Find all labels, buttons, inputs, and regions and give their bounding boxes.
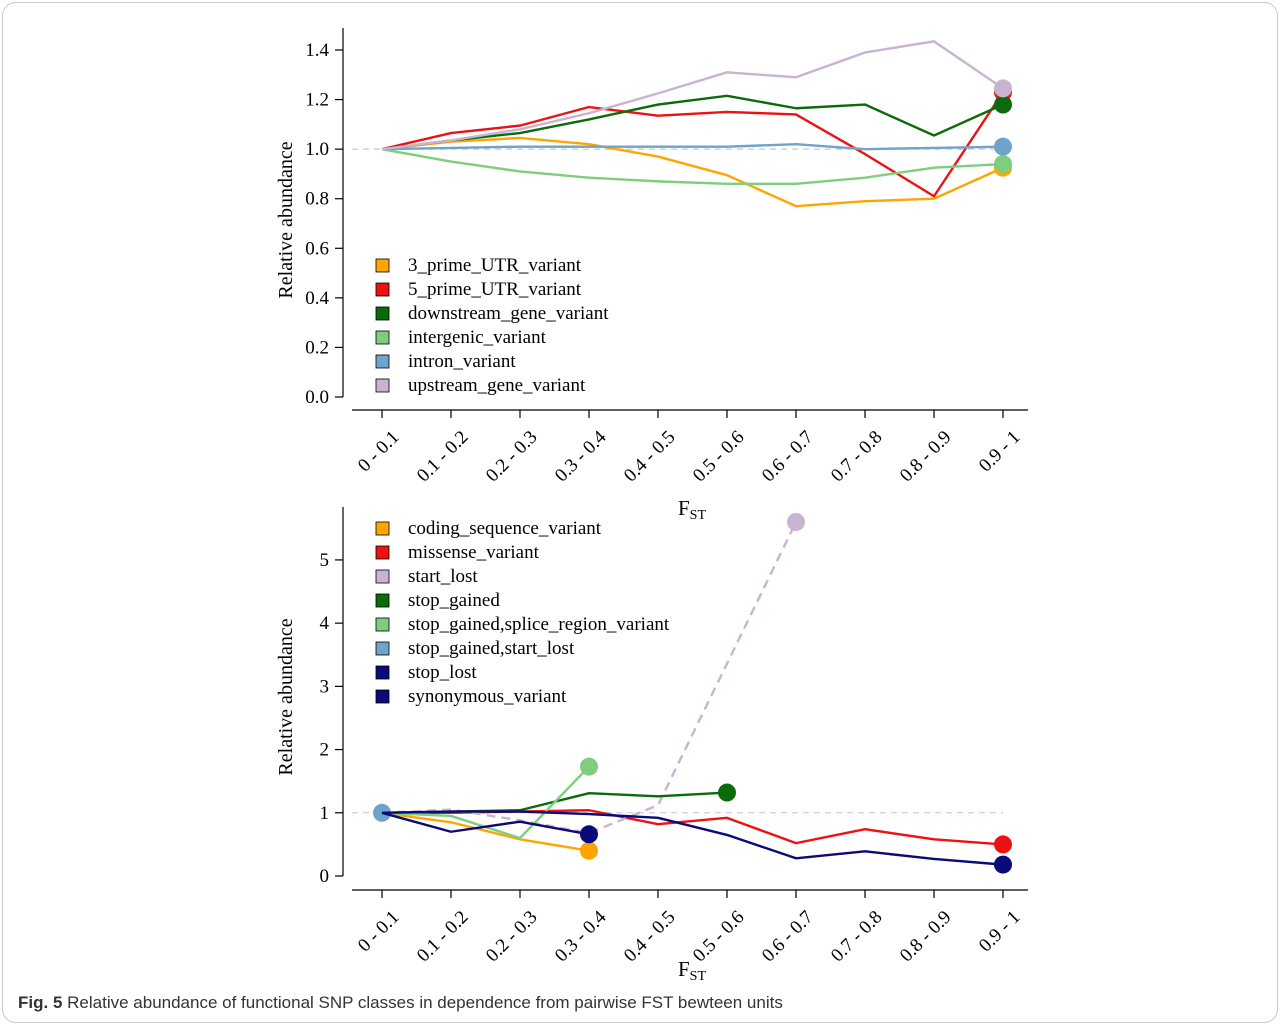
legend-swatch [375,306,390,321]
legend-label: missense_variant [408,542,540,563]
x-tick-label: 0.3 - 0.4 [551,906,611,966]
figure-caption: Fig. 5 Relative abundance of functional … [18,993,1258,1013]
legend-label: coding_sequence_variant [408,518,602,539]
x-tick-label: 0.1 - 0.2 [413,907,473,967]
y-tick-label: 0.2 [305,337,329,358]
legend-label: intergenic_variant [408,327,547,348]
legend-swatch [375,593,390,608]
series-end-point [580,825,598,844]
x-tick-label: 0.5 - 0.6 [689,427,749,487]
x-tick-label: 0.1 - 0.2 [413,427,473,487]
x-axis-label: FST [678,496,706,523]
legend-swatch [375,689,390,704]
y-tick-label: 1.0 [305,139,329,160]
y-tick-label: 0 [320,866,330,887]
y-tick-label: 2 [320,740,330,761]
legend-label: 5_prime_UTR_variant [408,279,582,300]
series-line [381,94,1004,151]
legend-label: intron_variant [408,351,516,372]
series-line [381,91,1005,198]
series-line [381,147,1004,186]
series-end-point [994,855,1012,874]
chart-panel-1: 0.0 0.2 0.4 0.6 0.8 1.0 1.2 1.4 Relative abundan… [275,28,1028,523]
chart-panel-2: 0 1 2 3 4 5 Relative abundance 0 - 0.1 0.1 - 0.2… [275,507,1028,984]
legend-swatch [375,354,390,369]
series-line [381,136,1004,208]
series-end-point [580,757,598,776]
series-end-point [994,137,1012,156]
legend-swatch [375,521,390,536]
series-end-point [787,513,805,531]
series-end-point [994,835,1012,854]
legend-swatch [375,282,390,297]
x-tick-label: 0.8 - 0.9 [896,427,956,487]
y-tick-label: 1.4 [305,40,329,61]
y-tick-label: 0.4 [305,288,329,309]
legend-swatch [375,569,390,584]
x-tick-label: 0.4 - 0.5 [620,427,680,487]
series-line [381,521,798,835]
legend-label: stop_gained,splice_region_variant [408,614,670,635]
legend-swatch [375,378,390,393]
x-tick-label: 0.9 - 1 [975,427,1025,477]
legend-swatch [375,617,390,632]
legend-label: stop_lost [408,662,477,683]
x-tick-label: 0.4 - 0.5 [620,907,680,967]
x-tick-label: 0.7 - 0.8 [827,907,887,967]
y-tick-label: 1.2 [305,90,329,111]
y-tick-label: 3 [320,676,330,697]
legend-label: 3_prime_UTR_variant [408,255,582,276]
legend-label: stop_gained [408,590,500,611]
series-end-point [994,155,1012,174]
legend-swatch [375,545,390,560]
x-tick-label: 0.6 - 0.7 [758,427,818,487]
legend-label: synonymous_variant [408,686,567,707]
y-tick-label: 0.6 [305,238,329,259]
y-tick-label: 0.8 [305,189,329,210]
y-axis-label: Relative abundance [275,618,297,775]
y-axis-label: Relative abundance [275,141,297,298]
series-end-point [580,841,598,860]
legend-label: upstream_gene_variant [408,375,586,396]
x-tick-label: 0.7 - 0.8 [827,427,887,487]
series-line [381,811,590,836]
y-tick-label: 1 [320,803,330,824]
x-tick-label: 0.5 - 0.6 [689,907,749,967]
x-tick-label: 0 - 0.1 [354,907,404,957]
series-end-point [994,79,1012,98]
legend-swatch [375,330,390,345]
legend-swatch [375,665,390,680]
x-axis-label: FST [678,957,706,984]
x-tick-label: 0.6 - 0.7 [758,907,818,967]
x-tick-label: 0.2 - 0.3 [482,427,542,487]
x-tick-label: 0.2 - 0.3 [482,907,542,967]
caption-label: Fig. 5 [18,993,63,1012]
y-tick-label: 4 [320,613,330,634]
series-line [381,40,1004,151]
series-end-point [718,783,736,802]
series-line [381,810,1004,866]
series-line [381,811,590,852]
y-tick-label: 5 [320,550,330,571]
x-tick-label: 0 - 0.1 [354,427,404,477]
legend-label: stop_gained,start_lost [408,638,575,659]
y-tick-label: 0.0 [305,387,329,408]
series-end-point [994,95,1012,114]
legend-label: downstream_gene_variant [408,303,609,324]
caption-text: Relative abundance of functional SNP cla… [67,993,783,1012]
x-tick-label: 0.9 - 1 [975,907,1025,957]
series-line [381,142,1004,151]
legend-label: start_lost [408,566,478,587]
x-tick-label: 0.3 - 0.4 [551,426,611,486]
legend-swatch [375,258,390,273]
legend-swatch [375,641,390,656]
x-tick-label: 0.8 - 0.9 [896,907,956,967]
